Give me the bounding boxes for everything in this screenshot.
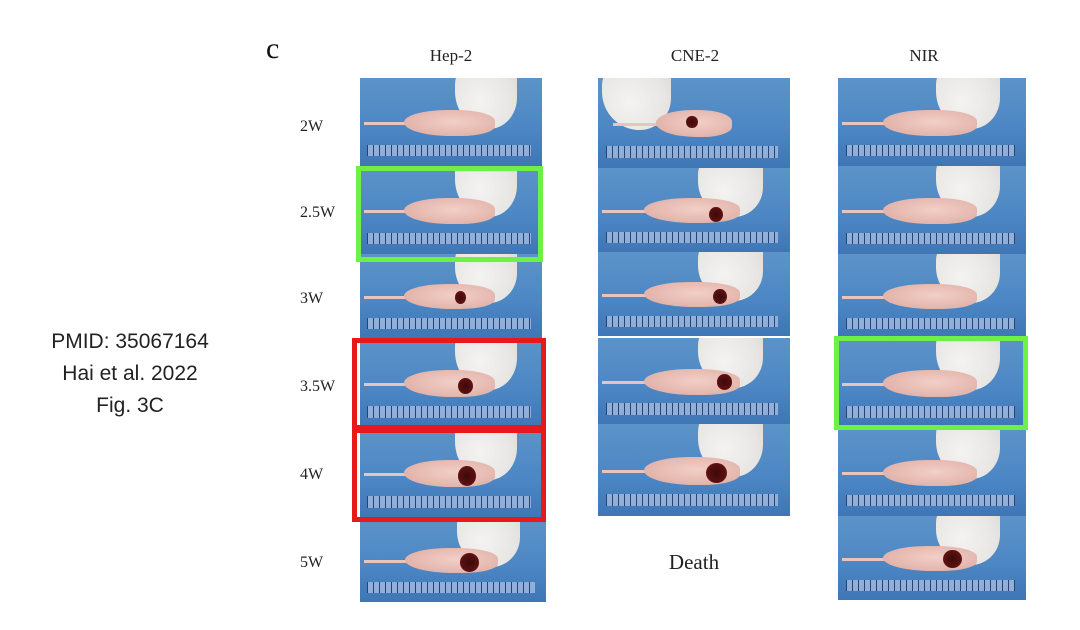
citation-pmid: PMID: 35067164: [51, 330, 209, 353]
highlight-hep2-3-5w: [352, 338, 546, 430]
citation-figure: Fig. 3C: [96, 394, 164, 417]
photo-hep2-2-5w: [360, 166, 542, 254]
photo-cne2-2-5w: [598, 168, 790, 252]
photo-hep2-3w: [360, 254, 542, 338]
row-label-2-5w: 2.5W: [300, 204, 336, 221]
photo-nir-5w: [838, 516, 1026, 600]
citation-block: PMID: 35067164 Hai et al. 2022 Fig. 3C: [0, 326, 260, 422]
photo-nir-3-5w: [838, 338, 1026, 428]
photo-hep2-3-5w: [360, 338, 542, 428]
photo-cne2-4w: [598, 424, 790, 516]
photo-cne2-3w: [598, 252, 790, 336]
citation-authors: Hai et al. 2022: [62, 362, 198, 385]
photo-cne2-2w: [598, 78, 790, 168]
photo-nir-2w: [838, 78, 1026, 166]
row-label-2w: 2W: [300, 118, 324, 135]
photo-nir-3w: [838, 254, 1026, 338]
row-label-3w: 3W: [300, 290, 324, 307]
photo-hep2-4w: [360, 428, 542, 518]
photo-hep2-5w: [360, 518, 546, 602]
row-label-5w: 5W: [300, 554, 324, 571]
highlight-nir-3-5w: [834, 336, 1028, 430]
death-label: Death: [668, 550, 720, 574]
photo-cne2-3-5w: [598, 338, 790, 424]
panel-letter: c: [266, 32, 280, 65]
column-title-cne2: CNE-2: [670, 46, 720, 65]
highlight-hep2-2-5w: [356, 166, 543, 262]
photo-nir-2-5w: [838, 166, 1026, 254]
photo-hep2-2w: [360, 78, 542, 166]
highlight-hep2-4w: [352, 428, 546, 522]
photo-nir-4w: [838, 428, 1026, 516]
column-title-nir: NIR: [909, 46, 939, 65]
column-title-hep2: Hep-2: [429, 46, 473, 65]
row-label-3-5w: 3.5W: [300, 378, 336, 395]
row-label-4w: 4W: [300, 466, 324, 483]
